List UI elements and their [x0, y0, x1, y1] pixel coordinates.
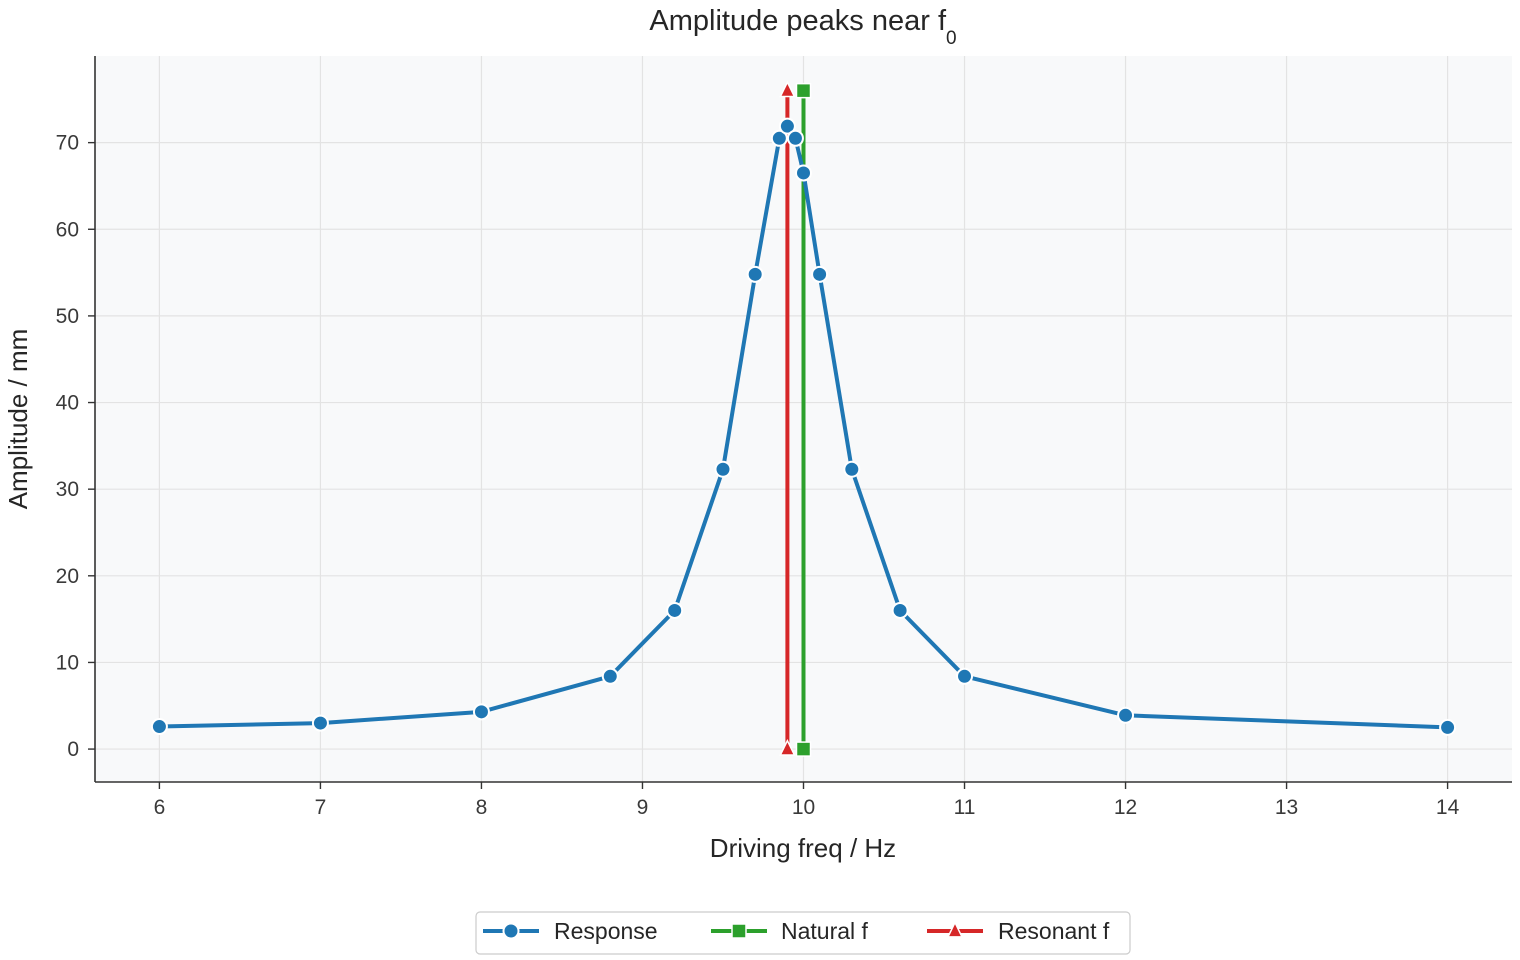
legend-item-response: Response: [483, 918, 658, 944]
data-point-resonant-f: [779, 738, 796, 756]
data-point-response: [770, 129, 788, 147]
y-tick-label: 10: [56, 651, 79, 674]
data-point-natural-f: [795, 82, 812, 99]
data-point-response: [891, 601, 909, 619]
x-tick-label: 14: [1436, 796, 1460, 819]
x-axis-label: Driving freq / Hz: [710, 833, 896, 863]
legend-item-resonant-f: Resonant f: [927, 918, 1110, 944]
data-point-response: [1117, 706, 1135, 724]
x-tick-label: 8: [476, 796, 488, 819]
y-tick-label: 30: [56, 478, 79, 501]
data-point-resonant-f: [779, 80, 796, 98]
legend-label: Response: [554, 918, 658, 944]
data-point-response: [956, 667, 974, 685]
data-point-response: [843, 460, 861, 478]
legend-item-natural-f: Natural f: [711, 918, 869, 944]
data-point-response: [150, 718, 168, 736]
legend-box: [475, 911, 1131, 955]
legend-swatch-marker: [502, 922, 520, 940]
legend-label: Resonant f: [998, 918, 1110, 944]
data-point-response: [472, 703, 490, 721]
data-point-response: [786, 129, 804, 147]
series-natural-f: [795, 82, 812, 757]
legend-swatch-marker: [731, 923, 747, 939]
series-resonant-f: [779, 80, 796, 756]
x-tick-label: 10: [792, 796, 815, 819]
data-point-response: [714, 460, 732, 478]
y-tick-label: 0: [67, 738, 79, 761]
data-point-response: [1439, 718, 1457, 736]
y-tick-label: 40: [56, 392, 79, 415]
data-point-response: [746, 265, 764, 283]
data-point-natural-f: [795, 741, 812, 757]
x-tick-label: 12: [1114, 796, 1137, 819]
tick-labels: 6 7 8 9 10 11 12 13 14 0 10 20 30 40 50 60 70: [56, 132, 1460, 819]
data-point-response: [666, 601, 684, 619]
x-tick-label: 13: [1275, 796, 1298, 819]
x-tick-label: 11: [954, 796, 976, 819]
legend: Response Natural f Resonant f: [475, 911, 1131, 955]
x-tick-label: 9: [637, 796, 649, 819]
x-tick-label: 7: [315, 796, 327, 819]
axes: [88, 56, 1512, 789]
series: [150, 80, 1457, 757]
legend-label: Natural f: [781, 918, 869, 944]
chart-title-subscript: 0: [946, 28, 957, 49]
y-tick-label: 60: [56, 218, 79, 241]
x-tick-label: 6: [154, 796, 166, 819]
data-point-response: [601, 667, 619, 685]
data-point-response: [811, 265, 829, 283]
y-tick-label: 50: [56, 305, 79, 328]
y-axis-label: Amplitude / mm: [3, 329, 33, 510]
data-point-response: [311, 714, 329, 732]
series-response: [150, 117, 1457, 736]
data-point-response: [778, 117, 796, 135]
chart-title-main: Amplitude peaks near f: [649, 5, 947, 37]
legend-swatch-marker: [946, 920, 964, 938]
y-tick-label: 20: [56, 565, 79, 588]
y-tick-label: 70: [56, 132, 79, 155]
chart-title: Amplitude peaks near f0: [649, 5, 956, 49]
data-point-response: [795, 164, 812, 182]
